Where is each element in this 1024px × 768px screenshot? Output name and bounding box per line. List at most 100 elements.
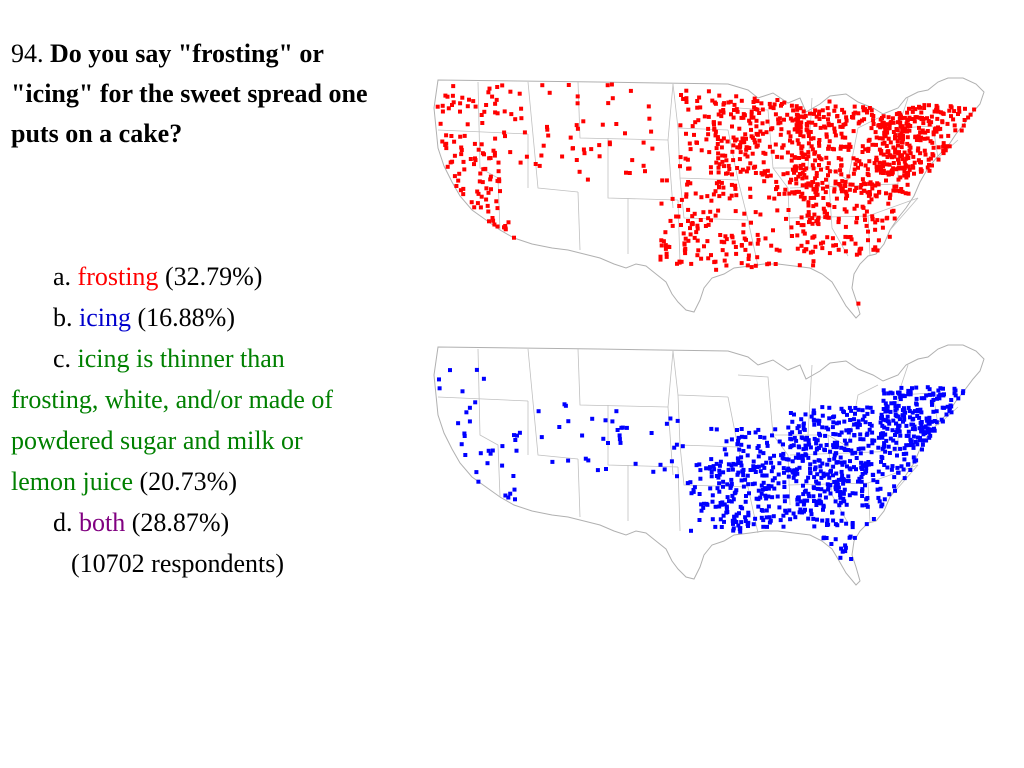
respondent-dot — [920, 442, 925, 447]
respondent-dot — [831, 432, 836, 436]
respondent-dot — [479, 194, 484, 199]
respondent-dot — [904, 173, 909, 178]
respondent-dot — [834, 471, 839, 476]
respondent-dot — [853, 450, 858, 455]
respondent-dot — [798, 166, 803, 171]
respondent-dot — [710, 98, 715, 103]
respondent-dot — [798, 172, 802, 176]
respondent-dot — [851, 171, 856, 176]
respondent-dot — [814, 174, 819, 178]
respondent-dot — [919, 135, 923, 140]
respondent-dot — [509, 112, 514, 117]
respondent-dot — [712, 467, 717, 472]
respondent-dot — [792, 472, 797, 477]
respondent-dot — [932, 426, 936, 431]
respondent-dot — [902, 476, 907, 481]
respondent-dot — [905, 118, 910, 123]
respondent-dot — [794, 177, 799, 182]
respondent-dot — [910, 442, 915, 447]
respondent-dot — [729, 499, 734, 504]
respondent-dot — [814, 171, 819, 175]
respondent-dot — [866, 460, 871, 464]
respondent-dot — [835, 523, 840, 528]
respondent-dot — [839, 430, 844, 435]
respondent-dot — [865, 167, 870, 172]
respondent-dot — [888, 409, 893, 414]
respondent-dot — [826, 522, 831, 527]
respondent-dot — [792, 127, 797, 132]
answer-letter: d. — [53, 508, 73, 537]
respondent-dot — [861, 205, 866, 210]
respondent-dot — [887, 421, 892, 426]
respondent-dot — [779, 155, 784, 160]
respondent-dot — [769, 469, 774, 474]
state-border — [477, 81, 501, 231]
respondent-dot — [743, 499, 748, 504]
respondent-dot — [919, 410, 924, 415]
respondent-dot — [820, 246, 825, 251]
state-border — [527, 81, 579, 193]
respondent-dot — [904, 121, 909, 126]
respondent-dot — [737, 157, 742, 162]
respondent-dot — [803, 507, 807, 512]
respondent-dot — [435, 104, 440, 109]
respondent-dot — [936, 109, 941, 114]
respondent-dot — [914, 402, 919, 407]
respondent-dot — [734, 488, 739, 493]
respondent-dot — [709, 470, 714, 474]
respondent-dot — [821, 507, 825, 512]
respondent-dot — [886, 419, 891, 424]
respondent-dot — [813, 158, 818, 163]
respondent-dot — [929, 114, 934, 119]
respondent-dot — [454, 184, 459, 188]
respondent-dot — [689, 528, 693, 533]
respondent-dot — [662, 467, 667, 472]
respondent-dot — [459, 442, 464, 447]
respondent-dot — [796, 454, 801, 459]
respondent-dot — [519, 116, 524, 121]
respondent-dot — [820, 518, 825, 523]
respondent-dot — [875, 487, 880, 492]
respondent-dot — [892, 216, 897, 221]
respondent-dot — [863, 182, 868, 187]
respondent-dot — [537, 163, 542, 168]
respondent-dot — [798, 499, 803, 504]
respondent-dot — [750, 151, 755, 156]
respondent-dot — [843, 234, 848, 239]
respondent-dot — [831, 518, 836, 523]
respondent-dot — [802, 498, 807, 503]
respondent-dot — [918, 169, 923, 174]
respondent-dot — [731, 240, 736, 245]
respondent-dot — [756, 488, 761, 493]
respondent-dot — [902, 173, 907, 178]
respondent-dot — [686, 180, 691, 184]
respondent-dot — [895, 453, 899, 458]
respondent-dot — [922, 136, 927, 141]
respondent-dot — [812, 467, 817, 472]
respondent-dot — [493, 136, 498, 141]
respondent-dot — [713, 259, 718, 264]
respondent-dot — [803, 437, 808, 442]
respondent-dot — [848, 182, 853, 187]
respondent-dot — [847, 405, 852, 410]
respondent-dot — [797, 465, 802, 470]
respondent-dot — [876, 469, 881, 474]
respondent-dot — [826, 144, 831, 149]
respondent-dot — [658, 254, 663, 259]
respondent-dot — [690, 214, 695, 219]
respondent-dot — [805, 240, 810, 245]
respondent-dot — [486, 190, 491, 195]
respondent-dot — [661, 239, 666, 244]
respondent-dot — [706, 89, 711, 94]
respondent-dot — [802, 167, 807, 172]
respondent-dot — [456, 178, 461, 183]
respondent-dot — [806, 516, 811, 521]
respondent-dot — [756, 504, 761, 509]
respondent-dot — [875, 218, 880, 223]
respondent-dot — [784, 510, 789, 515]
respondent-dot — [586, 458, 591, 463]
respondent-dot — [800, 176, 805, 181]
answer-letter: a. — [53, 262, 72, 291]
respondent-dot — [882, 463, 887, 467]
respondent-dot — [929, 120, 934, 125]
